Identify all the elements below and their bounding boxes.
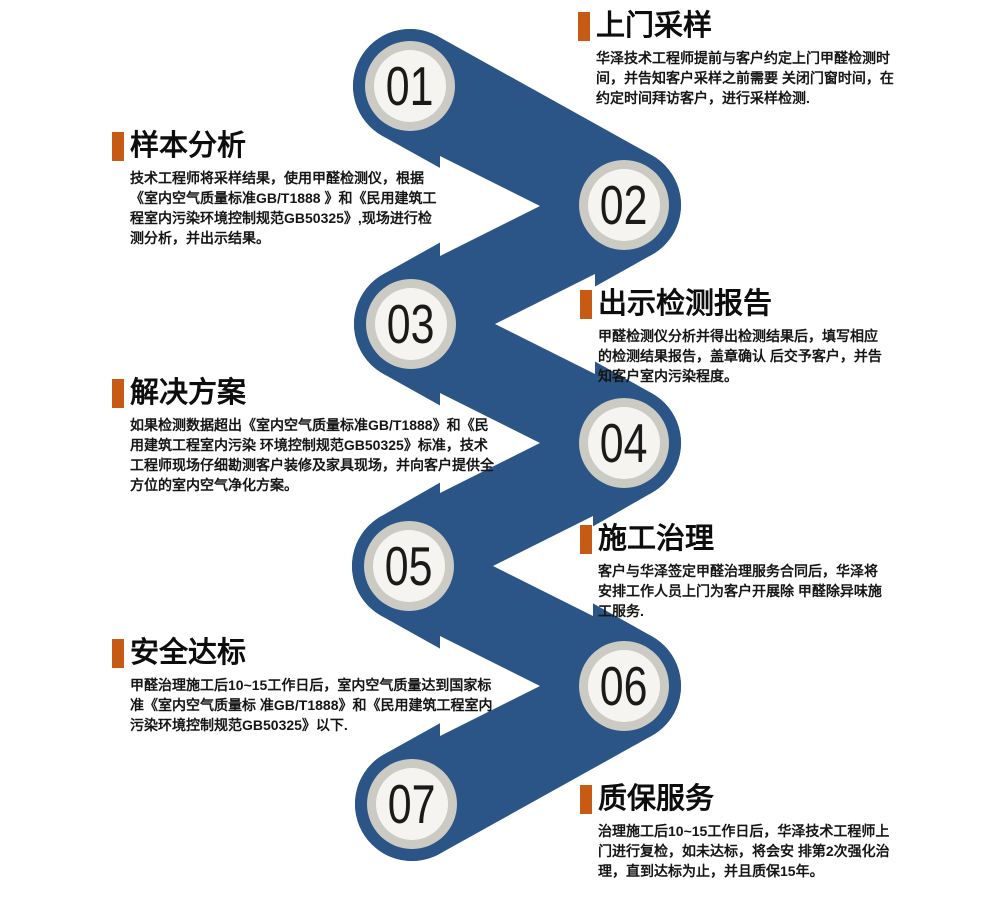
step-circle-03 — [354, 267, 468, 381]
step-number-text: 01 — [386, 54, 434, 117]
step-block-02: 样本分析 技术工程师将采样结果，使用甲醛检测仪，根据《室内空气质量标准GB/T1… — [112, 129, 442, 248]
step-number-text: 04 — [600, 411, 648, 474]
step-circle-01 — [353, 29, 467, 143]
step-number-text: 02 — [600, 173, 648, 236]
step-circle-05 — [352, 509, 466, 623]
step-number: 02 — [579, 160, 669, 250]
title-accent-bar — [112, 639, 124, 668]
step-circle-face — [588, 169, 660, 241]
step-title: 安全达标 — [130, 637, 247, 669]
step-circle-face — [375, 288, 447, 360]
step-block-05: 施工治理 客户与华泽签定甲醛治理服务合同后，华泽将安排工作人员上门为客户开展除 … — [580, 522, 882, 621]
step-body: 华泽技术工程师提前与客户约定上门甲醛检测时间，并告知客户采样之前需要 关闭门窗时… — [596, 50, 894, 106]
ribbon-notch-icon — [493, 516, 593, 616]
step-body: 客户与华泽签定甲醛治理服务合同后，华泽将安排工作人员上门为客户开展除 甲醛除异味… — [598, 563, 882, 619]
step-number-text: 03 — [387, 292, 435, 355]
title-accent-bar — [112, 132, 124, 161]
title-accent-bar — [580, 525, 592, 554]
ribbon-notch-icon — [440, 636, 540, 736]
step-number: 04 — [579, 398, 669, 488]
step-title: 出示检测报告 — [598, 288, 773, 320]
step-block-07: 质保服务 治理施工后10~15工作日后，华泽技术工程师上门进行复检，如未达标，将… — [580, 782, 890, 881]
step-body: 如果检测数据超出《室内空气质量标准GB/T1888》和《民用建筑工程室内污染 环… — [130, 417, 494, 493]
step-title: 上门采样 — [596, 10, 713, 42]
step-body: 甲醛检测仪分析并得出检测结果后，填写相应的检测结果报告，盖章确认 后交予客户，并… — [598, 328, 882, 384]
step-block-04: 解决方案 如果检测数据超出《室内空气质量标准GB/T1888》和《民用建筑工程室… — [112, 376, 494, 495]
step-number-text: 05 — [385, 534, 433, 597]
step-circle-07 — [355, 747, 469, 861]
step-number: 01 — [365, 41, 455, 131]
ribbon-notch-icon — [440, 393, 540, 493]
step-title: 质保服务 — [598, 783, 715, 815]
step-circle-06 — [567, 629, 681, 743]
title-accent-bar — [580, 290, 592, 319]
step-circle-02 — [567, 148, 681, 262]
step-number: 06 — [579, 641, 669, 731]
step-number: 05 — [364, 521, 454, 611]
step-circle-face — [376, 768, 448, 840]
step-circle-04 — [567, 386, 681, 500]
ribbon-notch-icon — [440, 156, 540, 256]
ribbon-notch-icon — [495, 274, 595, 374]
step-body: 技术工程师将采样结果，使用甲醛检测仪，根据《室内空气质量标准GB/T1888 》… — [130, 170, 437, 246]
title-accent-bar — [580, 785, 592, 814]
title-accent-bar — [578, 12, 590, 41]
step-body: 治理施工后10~15工作日后，华泽技术工程师上门进行复检，如未达标，将会安 排第… — [598, 823, 890, 879]
step-number: 03 — [366, 279, 456, 369]
step-block-06: 安全达标 甲醛治理施工后10~15工作日后，室内空气质量达到国家标准《室内空气质… — [112, 636, 492, 735]
title-accent-bar — [112, 379, 124, 408]
step-circle-face — [588, 650, 660, 722]
step-number: 07 — [367, 759, 457, 849]
step-circle-face — [374, 50, 446, 122]
step-number-text: 06 — [600, 654, 648, 717]
step-circle-face — [373, 530, 445, 602]
step-title: 解决方案 — [130, 377, 247, 409]
step-circle-face — [588, 407, 660, 479]
step-block-01: 上门采样 华泽技术工程师提前与客户约定上门甲醛检测时间，并告知客户采样之前需要 … — [578, 9, 908, 108]
step-body: 甲醛治理施工后10~15工作日后，室内空气质量达到国家标准《室内空气质量标 准G… — [130, 677, 493, 733]
step-block-03: 出示检测报告 甲醛检测仪分析并得出检测结果后，填写相应的检测结果报告，盖章确认 … — [580, 287, 890, 386]
step-title: 施工治理 — [598, 523, 715, 555]
step-number-text: 07 — [388, 772, 436, 835]
step-title: 样本分析 — [130, 130, 247, 162]
